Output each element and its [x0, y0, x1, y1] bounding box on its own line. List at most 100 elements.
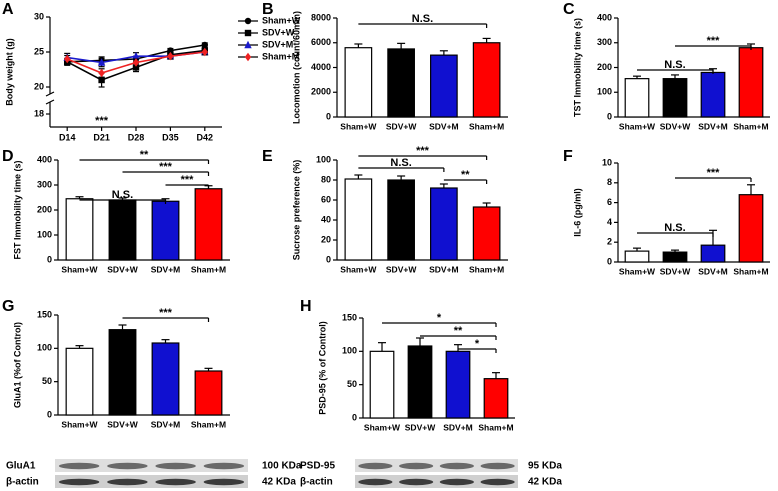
x-tick-label: Sham+M: [469, 264, 504, 274]
x-tick-label: SDV+M: [429, 264, 459, 274]
bar: [369, 350, 395, 419]
panel-letter: C: [563, 1, 575, 18]
annotation: N.S.: [390, 157, 411, 169]
marker: [201, 47, 208, 57]
x-tick-label: SDV+M: [151, 419, 181, 429]
y-tick-label: 0: [352, 412, 357, 422]
annotation: ***: [159, 161, 173, 173]
blot-band: [155, 478, 196, 486]
y-tick-label: 0: [326, 254, 331, 264]
bar: [344, 178, 373, 261]
blot-label: GluA1: [6, 461, 36, 472]
annotation: N.S.: [664, 59, 685, 71]
bar: [430, 187, 458, 261]
annotation: N.S.: [412, 13, 433, 25]
x-tick-label: SDV+W: [660, 266, 691, 276]
x-tick-label: SDV+M: [698, 121, 728, 131]
y-tick-label: 4: [607, 217, 612, 227]
annotation: **: [140, 149, 149, 161]
bar: [738, 194, 764, 263]
x-tick-label: Sham+M: [733, 266, 768, 276]
bar: [108, 329, 137, 416]
y-tick-label: 100: [37, 343, 52, 353]
y-tick-label: 300: [597, 37, 612, 47]
panel-letter: F: [563, 148, 573, 165]
bar: [738, 47, 764, 118]
blot-strip: [355, 475, 518, 488]
x-tick-label: Sham+W: [364, 422, 401, 432]
x-tick-label: Sham+M: [478, 422, 513, 432]
y-tick-label: 40: [321, 214, 331, 224]
x-tick-label: Sham+M: [191, 264, 226, 274]
panel-letter: B: [262, 1, 274, 18]
blot-label: 42 KDa: [262, 477, 296, 488]
legend-label: SDV+M: [262, 39, 293, 49]
annotation: *: [437, 312, 442, 324]
y-axis-title: Body weight (g): [4, 38, 14, 106]
marker: [98, 76, 105, 84]
y-tick-label: 50: [347, 379, 357, 389]
blot-band: [107, 462, 148, 470]
annotation: **: [461, 169, 470, 181]
y-tick-label: 50: [42, 376, 52, 386]
y-tick-label: 10: [602, 157, 612, 167]
annotation: N.S.: [664, 222, 685, 234]
axis-break: [45, 91, 55, 97]
x-tick-label: SDV+W: [107, 264, 138, 274]
marker: [167, 52, 174, 61]
bar: [624, 78, 650, 118]
x-tick-label: SDV+W: [405, 422, 436, 432]
y-tick-label: 150: [37, 309, 52, 319]
panel-letter: A: [2, 1, 14, 18]
x-tick-label: SDV+M: [443, 422, 473, 432]
marker: [244, 40, 252, 49]
blot-strip: [55, 459, 248, 472]
blot-label: 95 KDa: [528, 461, 562, 472]
panel-letter: H: [300, 298, 312, 315]
y-tick-label: 60: [321, 194, 331, 204]
y-tick-label: 2: [607, 237, 612, 247]
y-tick-label: 20: [321, 234, 331, 244]
x-tick-label: SDV+M: [429, 121, 459, 131]
blot-band: [58, 478, 100, 486]
y-tick-label: 6: [607, 197, 612, 207]
y-axis-title: Locomotion (count/60min): [291, 11, 301, 124]
y-tick-label: 20: [34, 81, 44, 91]
blot-label: β-actin: [6, 477, 39, 488]
y-tick-label: 0: [47, 254, 52, 264]
x-tick-label: D28: [128, 132, 145, 142]
bar: [65, 198, 94, 261]
x-tick-label: SDV+M: [698, 266, 728, 276]
x-tick-label: Sham+M: [191, 419, 226, 429]
y-tick-label: 400: [597, 12, 612, 22]
y-axis-title: GluA1 (%of Control): [12, 322, 22, 408]
marker: [244, 52, 252, 62]
blot-band: [480, 462, 515, 470]
bar: [387, 179, 415, 261]
x-tick-label: D42: [197, 132, 214, 142]
marker: [97, 58, 106, 66]
y-tick-label: 200: [37, 204, 52, 214]
bar: [407, 345, 433, 419]
blot-band: [203, 462, 245, 470]
x-tick-label: Sham+W: [61, 264, 98, 274]
x-tick-label: Sham+M: [469, 121, 504, 131]
y-axis-title: TST Immobility time (s): [572, 18, 582, 117]
annotation: ***: [159, 307, 173, 319]
annotation: *: [475, 338, 480, 350]
y-tick-label: 2000: [311, 87, 331, 97]
y-tick-label: 100: [597, 87, 612, 97]
bar: [151, 342, 180, 416]
x-tick-label: Sham+W: [619, 266, 656, 276]
panel-letter: D: [2, 148, 14, 165]
bar: [483, 378, 509, 419]
bar: [430, 54, 458, 118]
bar: [194, 370, 223, 416]
annotation: ***: [95, 115, 109, 127]
marker: [132, 58, 140, 67]
axis-break: [45, 99, 55, 105]
x-tick-label: SDV+W: [107, 419, 138, 429]
annotation: ***: [416, 145, 430, 157]
